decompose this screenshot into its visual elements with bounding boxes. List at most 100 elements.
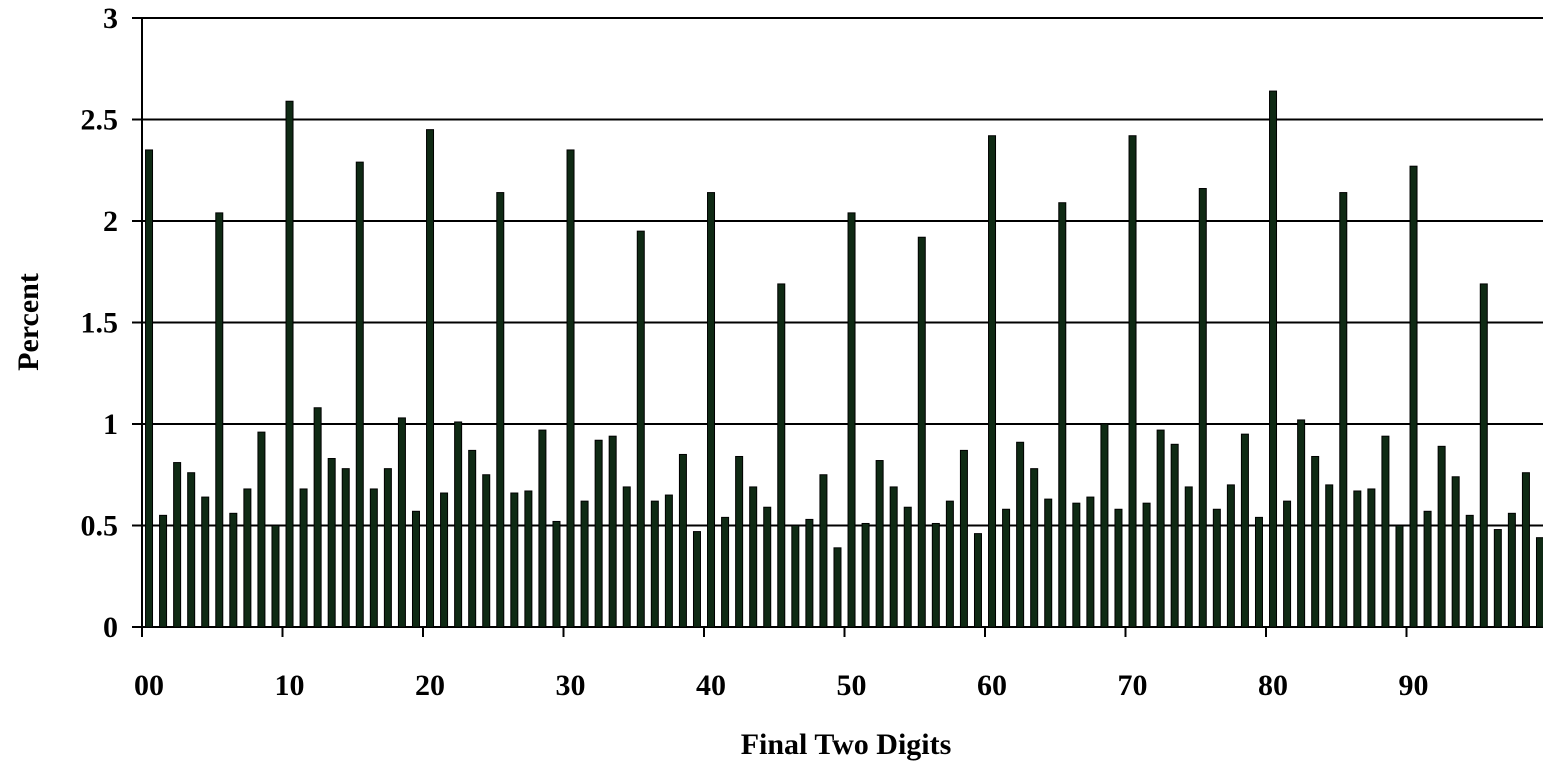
bar-58: [959, 449, 968, 628]
bar-83: [1311, 455, 1320, 628]
bar-26: [510, 492, 519, 628]
bar-95: [1479, 283, 1488, 628]
bar-65: [1058, 202, 1067, 628]
bar-20: [426, 129, 435, 628]
bar-40: [707, 192, 716, 628]
bar-70: [1128, 135, 1137, 628]
y-tick-label: 1: [103, 408, 118, 441]
bar-92: [1437, 445, 1446, 628]
bar-85: [1339, 192, 1348, 628]
bar-06: [229, 512, 238, 628]
bar-47: [805, 518, 814, 628]
x-tick-label: 60: [977, 669, 1007, 702]
x-tick-label: 70: [1118, 669, 1148, 702]
bar-45: [777, 283, 786, 628]
bar-10: [285, 100, 294, 628]
x-tick-label: 40: [696, 669, 726, 702]
bar-64: [1044, 498, 1053, 628]
bar-94: [1465, 514, 1474, 628]
bar-87: [1367, 488, 1376, 628]
bar-02: [173, 462, 182, 628]
bar-50: [847, 212, 856, 628]
x-tick-label: 00: [134, 669, 164, 702]
bar-91: [1423, 510, 1432, 628]
bar-88: [1381, 435, 1390, 628]
bar-43: [749, 486, 758, 628]
y-tick-label: 3: [103, 2, 118, 35]
bar-22: [454, 421, 463, 628]
bar-35: [636, 230, 645, 628]
bar-05: [215, 212, 224, 628]
gridlines: [132, 17, 1543, 628]
bar-14: [341, 468, 350, 628]
bar-56: [931, 522, 940, 628]
bar-24: [482, 474, 491, 628]
bar-44: [763, 506, 772, 628]
bar-71: [1142, 502, 1151, 628]
bar-84: [1325, 484, 1334, 628]
bar-90: [1409, 165, 1418, 628]
bar-09: [271, 525, 280, 628]
bar-79: [1254, 516, 1263, 628]
bar-19: [411, 510, 420, 628]
bar-69: [1114, 508, 1123, 628]
bar-98: [1521, 472, 1530, 628]
x-tick-labels: 00 10 20 30 40 50 60 70 80 90: [134, 669, 1429, 702]
x-tick-label: 30: [556, 669, 586, 702]
bars: [145, 90, 1543, 628]
bar-63: [1030, 468, 1039, 628]
bar-99: [1535, 537, 1543, 628]
bar-37: [664, 494, 673, 628]
bar-80: [1269, 90, 1278, 628]
bar-13: [327, 458, 336, 628]
bar-41: [721, 516, 730, 628]
bar-31: [580, 500, 589, 628]
bar-16: [369, 488, 378, 628]
bar-28: [538, 429, 547, 628]
bar-93: [1451, 476, 1460, 628]
bar-27: [524, 490, 533, 628]
bar-07: [243, 488, 252, 628]
bar-48: [819, 474, 828, 628]
bar-73: [1170, 443, 1179, 628]
bar-11: [299, 488, 308, 628]
bar-00: [145, 149, 154, 628]
bar-68: [1100, 423, 1109, 628]
bar-60: [988, 135, 997, 628]
bar-67: [1086, 496, 1095, 628]
x-tick-label: 50: [837, 669, 867, 702]
bar-89: [1395, 525, 1404, 628]
y-axis-title: Percent: [12, 273, 45, 371]
y-tick-labels: 0 0.5 1 1.5 2 2.5 3: [81, 2, 119, 644]
bar-53: [889, 486, 898, 628]
bar-38: [678, 453, 687, 628]
y-tick-label: 0: [103, 611, 118, 644]
bar-25: [496, 192, 505, 628]
bar-54: [903, 506, 912, 628]
bar-97: [1507, 512, 1516, 628]
bar-39: [692, 531, 701, 628]
bar-74: [1184, 486, 1193, 628]
bar-75: [1198, 188, 1207, 628]
bar-52: [875, 460, 884, 628]
bar-66: [1072, 502, 1081, 628]
bar-17: [383, 468, 392, 628]
bar-42: [735, 455, 744, 628]
axes: [141, 18, 1408, 637]
bar-08: [257, 431, 266, 628]
x-tick-label: 90: [1399, 669, 1429, 702]
bar-32: [594, 439, 603, 628]
bar-59: [973, 533, 982, 628]
y-tick-label: 1.5: [81, 307, 119, 340]
bar-61: [1002, 508, 1011, 628]
bar-96: [1493, 529, 1502, 628]
bar-36: [650, 500, 659, 628]
bar-03: [187, 472, 196, 628]
bar-23: [468, 449, 477, 628]
bar-86: [1353, 490, 1362, 628]
bar-21: [440, 492, 449, 628]
bar-57: [945, 500, 954, 628]
bar-62: [1016, 441, 1025, 628]
bar-76: [1212, 508, 1221, 628]
